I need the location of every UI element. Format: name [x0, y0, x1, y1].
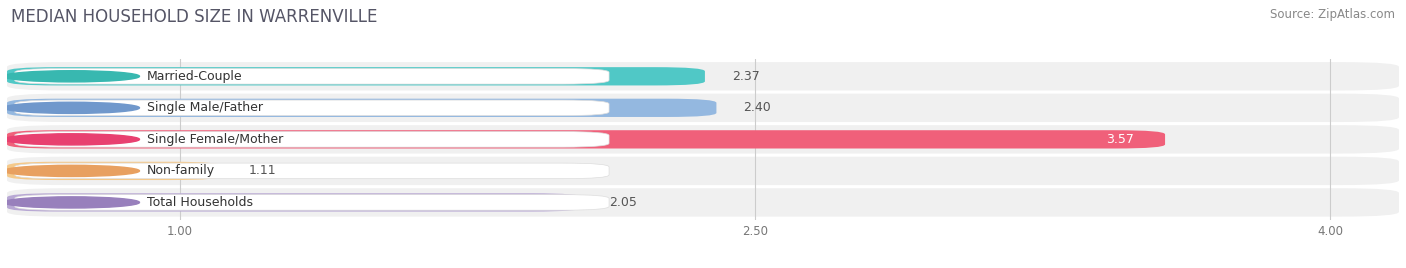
Circle shape — [3, 102, 139, 113]
FancyBboxPatch shape — [14, 132, 609, 147]
FancyBboxPatch shape — [7, 157, 1399, 185]
Circle shape — [3, 197, 139, 208]
Text: Married-Couple: Married-Couple — [148, 70, 243, 83]
Text: 2.37: 2.37 — [731, 70, 759, 83]
FancyBboxPatch shape — [7, 162, 222, 180]
Text: 3.57: 3.57 — [1107, 133, 1135, 146]
FancyBboxPatch shape — [7, 130, 1166, 148]
FancyBboxPatch shape — [14, 195, 609, 210]
Text: Source: ZipAtlas.com: Source: ZipAtlas.com — [1270, 8, 1395, 21]
Text: Single Male/Father: Single Male/Father — [148, 101, 263, 114]
FancyBboxPatch shape — [7, 62, 1399, 91]
Circle shape — [3, 165, 139, 177]
FancyBboxPatch shape — [7, 125, 1399, 154]
FancyBboxPatch shape — [7, 67, 704, 85]
Text: 2.05: 2.05 — [609, 196, 637, 209]
FancyBboxPatch shape — [7, 94, 1399, 122]
Text: Total Households: Total Households — [148, 196, 253, 209]
Circle shape — [3, 134, 139, 145]
Text: Single Female/Mother: Single Female/Mother — [148, 133, 283, 146]
Circle shape — [3, 71, 139, 82]
FancyBboxPatch shape — [7, 188, 1399, 217]
Text: 2.40: 2.40 — [744, 101, 770, 114]
FancyBboxPatch shape — [14, 163, 609, 179]
Text: 1.11: 1.11 — [249, 164, 276, 177]
FancyBboxPatch shape — [7, 193, 582, 211]
FancyBboxPatch shape — [14, 100, 609, 116]
FancyBboxPatch shape — [14, 69, 609, 84]
Text: MEDIAN HOUSEHOLD SIZE IN WARRENVILLE: MEDIAN HOUSEHOLD SIZE IN WARRENVILLE — [11, 8, 378, 26]
FancyBboxPatch shape — [7, 99, 717, 117]
Text: Non-family: Non-family — [148, 164, 215, 177]
